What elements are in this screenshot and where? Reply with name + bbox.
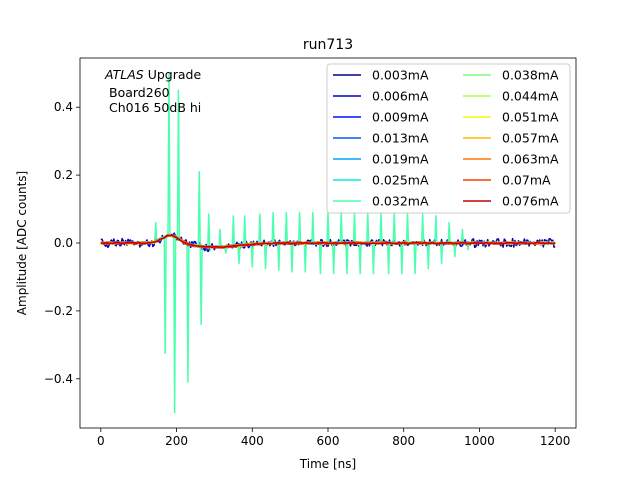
x-tick-label: 200	[165, 434, 188, 448]
annotation-line-3: Ch016 50dB hi	[109, 100, 201, 115]
legend-label: 0.038mA	[502, 68, 559, 83]
legend-box	[326, 63, 571, 214]
annotation-line-1: ATLAS Upgrade	[104, 67, 201, 82]
x-tick-label: 0	[97, 434, 105, 448]
y-tick-label: −0.4	[44, 372, 73, 386]
y-tick-label: 0.2	[54, 168, 73, 182]
legend-label: 0.07mA	[502, 173, 551, 188]
atlas-annotation: ATLAS Upgrade Board260 Ch016 50dB hi	[104, 67, 201, 115]
x-tick-label: 1200	[540, 434, 571, 448]
x-tick-label: 800	[392, 434, 415, 448]
legend-label: 0.013mA	[372, 131, 429, 146]
legend-label: 0.025mA	[372, 173, 429, 188]
x-axis: 0 200 400 600 800 1000 1200	[97, 428, 570, 448]
series-layer	[100, 72, 556, 414]
legend-label: 0.051mA	[502, 110, 559, 125]
series-line-0_076mA	[100, 234, 556, 249]
legend: 0.003mA 0.006mA 0.009mA 0.013mA 0.019mA 0.025…	[326, 63, 571, 214]
x-tick-label: 400	[241, 434, 264, 448]
legend-label: 0.057mA	[502, 131, 559, 146]
annotation-line-2: Board260	[109, 85, 170, 100]
y-axis: −0.4 −0.2 0.0 0.2 0.4	[44, 100, 80, 386]
y-axis-label: Amplitude [ADC counts]	[15, 171, 29, 315]
legend-label: 0.032mA	[372, 194, 429, 209]
chart-title: run713	[303, 37, 353, 53]
y-tick-label: 0.0	[54, 236, 73, 250]
legend-label: 0.003mA	[372, 68, 429, 83]
annotation-upgrade: Upgrade	[144, 67, 202, 82]
legend-label: 0.006mA	[372, 89, 429, 104]
y-tick-label: −0.2	[44, 304, 73, 318]
legend-label: 0.076mA	[502, 194, 559, 209]
legend-label: 0.019mA	[372, 152, 429, 167]
annotation-atlas-italic: ATLAS	[104, 67, 144, 82]
x-tick-label: 1000	[464, 434, 495, 448]
x-tick-label: 600	[317, 434, 340, 448]
x-axis-label: Time [ns]	[299, 457, 356, 471]
legend-label: 0.063mA	[502, 152, 559, 167]
legend-label: 0.009mA	[372, 110, 429, 125]
series-line-0_006mA	[100, 232, 556, 253]
legend-label: 0.044mA	[502, 89, 559, 104]
y-tick-label: 0.4	[54, 100, 73, 114]
